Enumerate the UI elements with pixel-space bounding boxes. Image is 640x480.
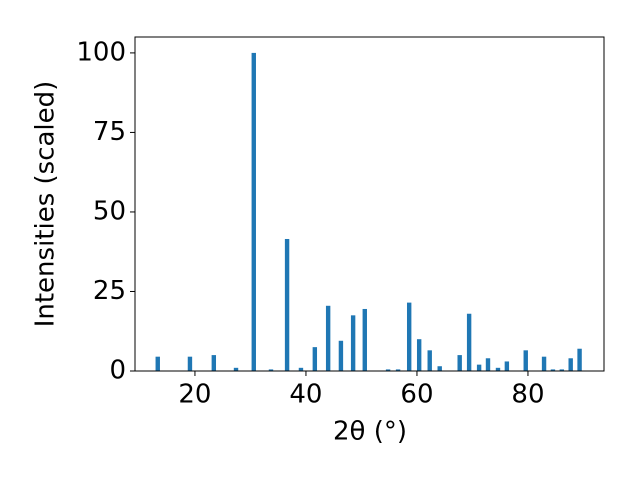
bar [385,369,391,371]
bar [350,315,356,371]
bar [457,355,462,371]
bar [395,369,401,371]
bar [312,347,318,371]
bar [416,339,422,371]
bar [155,356,160,371]
bar [504,361,510,371]
bar [476,364,482,371]
bar [485,358,491,371]
bar [187,356,193,371]
x-axis-label: 2θ (°) [333,417,407,447]
y-tick-label: 50 [93,196,126,226]
bar [427,350,432,371]
y-tick-label: 25 [93,276,126,306]
bar [338,340,344,371]
x-tick-label: 80 [511,380,544,410]
bar [233,367,239,371]
bar [268,369,274,371]
bar [362,308,367,371]
bar [541,356,547,371]
x-tick-label: 60 [400,380,433,410]
bar [550,369,556,371]
bar [577,348,582,371]
bar [298,367,304,371]
x-tick-label: 20 [178,380,211,410]
y-tick-label: 0 [109,356,126,386]
bar [211,355,217,371]
y-tick-label: 75 [93,117,126,147]
bar [406,302,412,371]
bar [284,238,290,371]
bar [568,358,573,371]
bar [495,367,501,371]
bar [251,52,256,372]
bar [466,313,472,371]
y-tick-label: 100 [76,37,126,67]
bar [437,366,442,371]
y-axis-label: Intensities (scaled) [31,81,61,328]
bar [523,350,528,371]
bar [325,305,331,371]
plot-frame [134,36,605,372]
x-tick-label: 40 [289,380,322,410]
bar [559,369,565,371]
